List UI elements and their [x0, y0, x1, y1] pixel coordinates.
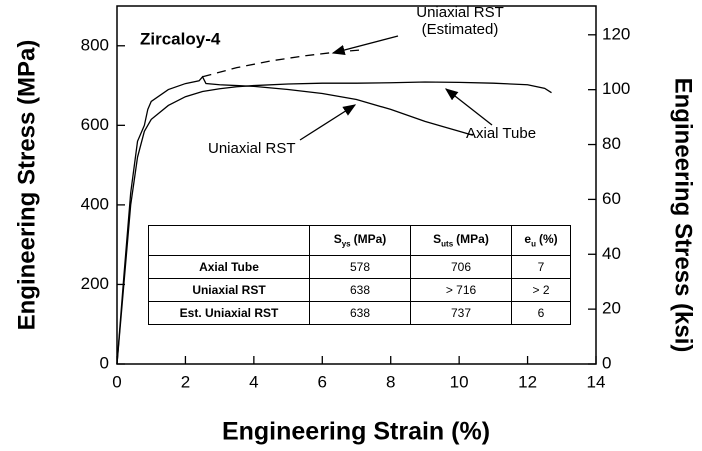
header-main: e — [524, 232, 532, 247]
header-cell: eu (%) — [511, 225, 571, 256]
y-tick-label: 200 — [81, 274, 109, 293]
header-unit: (MPa) — [353, 232, 387, 247]
x-tick-label: 2 — [181, 372, 190, 391]
header-cell: Sys (MPa) — [309, 225, 411, 256]
y2-tick-label: 100 — [602, 79, 630, 98]
table-cell: 6 — [511, 301, 571, 325]
header-cell: Suts (MPa) — [410, 225, 512, 256]
table-cell: 706 — [410, 255, 512, 279]
y2-axis-label: Engineering Stress (ksi) — [670, 78, 697, 353]
header-unit: (MPa) — [456, 232, 489, 247]
annotation: Uniaxial RST — [208, 140, 296, 157]
x-tick-label: 0 — [112, 372, 121, 391]
plot-frame — [116, 5, 597, 365]
chart-title: Zircaloy-4 — [140, 29, 221, 48]
x-tick-label: 12 — [518, 372, 537, 391]
y2-tick-label: 80 — [602, 134, 621, 153]
y2-tick-label: 20 — [602, 299, 621, 318]
y-axis-label: Engineering Stress (MPa) — [13, 40, 40, 331]
y2-tick-label: 60 — [602, 189, 621, 208]
header-row: Sys (MPa) Suts (MPa) eu (%) — [148, 225, 571, 256]
header-sub: u — [531, 239, 536, 249]
x-tick-label: 8 — [386, 372, 395, 391]
series-line — [116, 75, 474, 365]
arrow — [444, 88, 493, 126]
header-main: S — [333, 232, 342, 247]
table-row: Axial Tube 578 706 7 — [148, 255, 571, 279]
y-tick-label: 600 — [81, 115, 109, 134]
annotation: Axial Tube — [466, 125, 537, 142]
y-tick-label: 400 — [81, 194, 109, 213]
table-row: Uniaxial RST 638 > 716 > 2 — [148, 278, 571, 302]
y2-tick-label: 40 — [602, 244, 621, 263]
table-cell: 638 — [309, 278, 411, 302]
header-sub: ys — [341, 239, 351, 249]
x-tick-label: 4 — [249, 372, 258, 391]
y-tick-label: 800 — [81, 35, 109, 54]
series-line — [202, 49, 364, 78]
y2-tick-label: 120 — [602, 24, 630, 43]
y-tick-label: 0 — [100, 353, 109, 372]
header-sub: uts — [441, 239, 454, 249]
table-cell: > 716 — [410, 278, 512, 302]
x-tick-label: 6 — [318, 372, 327, 391]
table-cell: Uniaxial RST — [148, 278, 310, 302]
header-cell — [148, 225, 310, 256]
x-tick-label: 14 — [587, 372, 606, 391]
y2-tick-label: 0 — [602, 353, 611, 372]
table-cell: 737 — [410, 301, 512, 325]
summary-table: Sys (MPa) Suts (MPa) eu (%) Axial Tube 578 706 7 U… — [148, 225, 571, 325]
table-cell: > 2 — [511, 278, 571, 302]
table-cell: Est. Uniaxial RST — [148, 301, 310, 325]
header-unit: (%) — [538, 232, 558, 247]
table-cell: Axial Tube — [148, 255, 310, 279]
table-cell: 578 — [309, 255, 411, 279]
arrow — [299, 104, 357, 141]
header-main: S — [433, 232, 442, 247]
table-cell: 638 — [309, 301, 411, 325]
table-cell: 7 — [511, 255, 571, 279]
arrow — [331, 35, 399, 56]
annotation: Uniaxial RST (Estimated) — [416, 4, 504, 38]
table-row: Est. Uniaxial RST 638 737 6 — [148, 301, 571, 325]
x-tick-label: 10 — [450, 372, 469, 391]
x-axis-label: Engineering Strain (%) — [222, 418, 490, 446]
